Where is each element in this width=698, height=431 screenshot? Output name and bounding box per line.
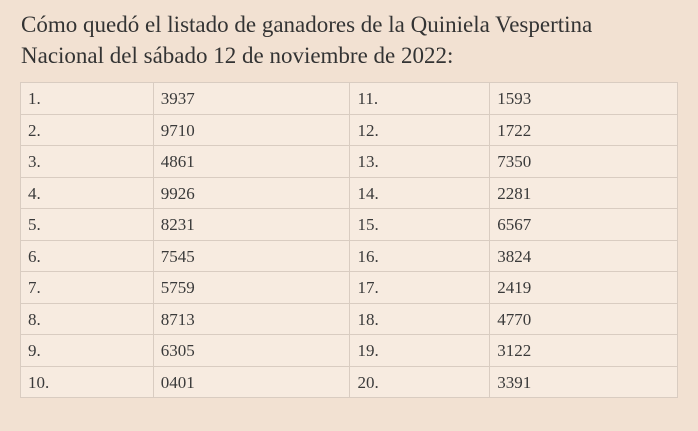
number-cell: 4861 bbox=[152, 145, 351, 178]
number-cell: 5759 bbox=[152, 271, 351, 304]
position-cell: 5. bbox=[20, 208, 154, 241]
number-cell: 3824 bbox=[489, 239, 678, 272]
table-row: 3. 4861 13. 7350 bbox=[20, 145, 678, 178]
position-cell: 13. bbox=[349, 145, 491, 178]
table-row: 7. 5759 17. 2419 bbox=[20, 271, 678, 304]
position-cell: 6. bbox=[20, 239, 154, 272]
number-cell: 4770 bbox=[489, 302, 678, 335]
heading-line: Nacional del sábado 12 de noviembre de 2… bbox=[21, 43, 454, 68]
number-cell: 2419 bbox=[489, 271, 678, 304]
number-cell: 1722 bbox=[489, 113, 678, 146]
number-cell: 1593 bbox=[489, 82, 678, 115]
position-cell: 16. bbox=[349, 239, 491, 272]
number-cell: 0401 bbox=[152, 365, 351, 398]
number-cell: 7545 bbox=[152, 239, 351, 272]
position-cell: 9. bbox=[20, 334, 154, 367]
number-cell: 8713 bbox=[152, 302, 351, 335]
table-row: 5. 8231 15. 6567 bbox=[20, 208, 678, 241]
number-cell: 2281 bbox=[489, 176, 678, 209]
number-cell: 8231 bbox=[152, 208, 351, 241]
position-cell: 11. bbox=[349, 82, 491, 115]
results-table: 1. 3937 11. 1593 2. 9710 12. 1722 3. 4861 13. 7350 4… bbox=[20, 82, 678, 398]
number-cell: 9710 bbox=[152, 113, 351, 146]
position-cell: 10. bbox=[20, 365, 154, 398]
position-cell: 1. bbox=[20, 82, 154, 115]
position-cell: 14. bbox=[349, 176, 491, 209]
table-row: 2. 9710 12. 1722 bbox=[20, 113, 678, 146]
position-cell: 17. bbox=[349, 271, 491, 304]
number-cell: 6567 bbox=[489, 208, 678, 241]
table-row: 4. 9926 14. 2281 bbox=[20, 176, 678, 209]
position-cell: 2. bbox=[20, 113, 154, 146]
position-cell: 4. bbox=[20, 176, 154, 209]
position-cell: 19. bbox=[349, 334, 491, 367]
position-cell: 12. bbox=[349, 113, 491, 146]
table-row: 6. 7545 16. 3824 bbox=[20, 239, 678, 272]
heading: Cómo quedó el listado de ganadores de la… bbox=[21, 9, 592, 71]
number-cell: 3937 bbox=[152, 82, 351, 115]
position-cell: 3. bbox=[20, 145, 154, 178]
position-cell: 15. bbox=[349, 208, 491, 241]
number-cell: 3122 bbox=[489, 334, 678, 367]
table-body: 1. 3937 11. 1593 2. 9710 12. 1722 3. 4861 13. 7350 4… bbox=[20, 82, 678, 398]
table-row: 8. 8713 18. 4770 bbox=[20, 302, 678, 335]
number-cell: 6305 bbox=[152, 334, 351, 367]
table-row: 1. 3937 11. 1593 bbox=[20, 82, 678, 115]
position-cell: 18. bbox=[349, 302, 491, 335]
number-cell: 7350 bbox=[489, 145, 678, 178]
number-cell: 9926 bbox=[152, 176, 351, 209]
position-cell: 8. bbox=[20, 302, 154, 335]
table-row: 10. 0401 20. 3391 bbox=[20, 365, 678, 398]
position-cell: 20. bbox=[349, 365, 491, 398]
table-row: 9. 6305 19. 3122 bbox=[20, 334, 678, 367]
heading-line: Cómo quedó el listado de ganadores de la… bbox=[21, 12, 593, 37]
position-cell: 7. bbox=[20, 271, 154, 304]
number-cell: 3391 bbox=[489, 365, 678, 398]
